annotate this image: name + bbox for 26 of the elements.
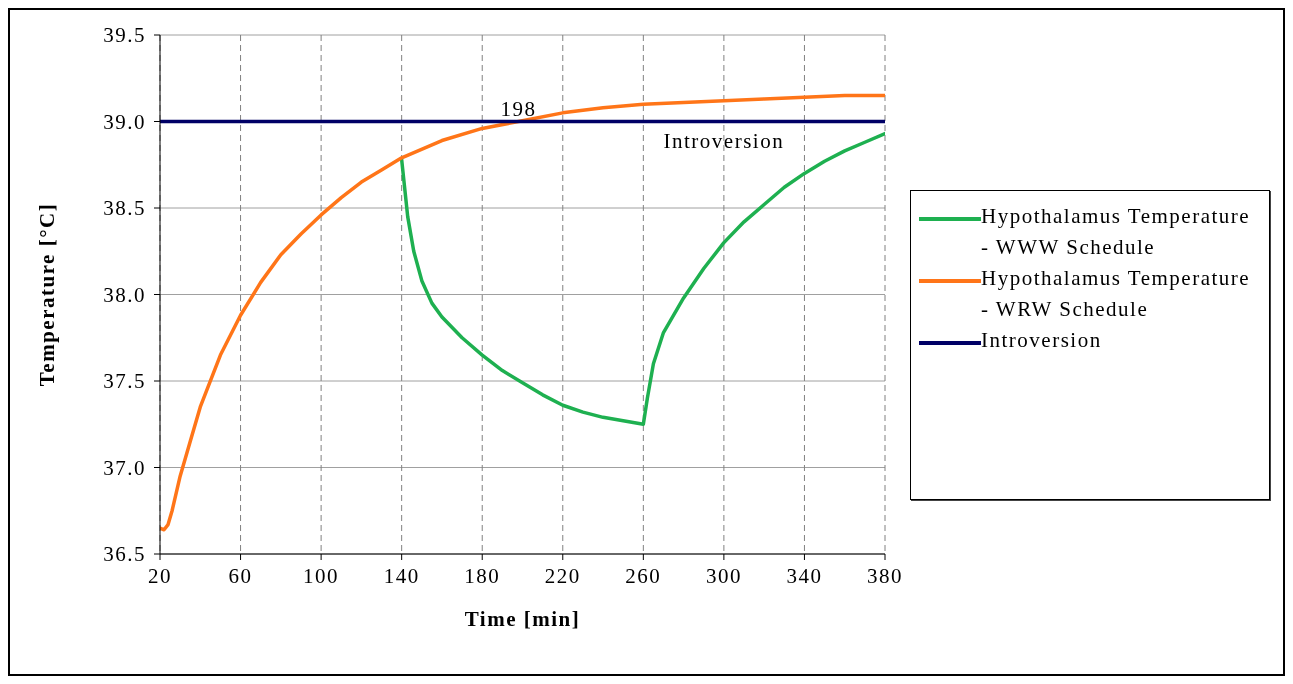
x-tick-label: 380	[867, 563, 903, 588]
y-tick-label: 37.0	[103, 455, 146, 480]
y-tick-label: 38.5	[103, 196, 146, 221]
x-tick-label: 220	[544, 563, 581, 588]
x-axis-title: Time [min]	[464, 607, 581, 631]
legend-label: Hypothalamus Temperature - WRW Schedule	[981, 265, 1251, 323]
x-tick-label: 340	[786, 563, 823, 588]
legend-label: Introversion	[981, 327, 1103, 354]
x-tick-label: 300	[705, 563, 742, 588]
legend-label: Hypothalamus Temperature - WWW Schedule	[981, 203, 1251, 261]
x-tick-label: 60	[228, 563, 253, 588]
y-tick-label: 38.0	[103, 282, 146, 307]
y-tick-label: 39.5	[103, 23, 146, 48]
x-tick-label: 260	[625, 563, 662, 588]
y-tick-label: 36.5	[103, 542, 146, 567]
x-tick-label: 100	[303, 563, 340, 588]
annotation: Introversion	[663, 129, 785, 154]
annotation: 198	[500, 96, 537, 121]
y-axis-title: Temperature [°C]	[35, 202, 60, 387]
x-tick-label: 180	[464, 563, 501, 588]
x-tick-label: 140	[383, 563, 420, 588]
y-tick-label: 37.5	[103, 369, 146, 394]
x-tick-label: 20	[148, 563, 172, 588]
line-series	[399, 131, 885, 426]
line-series	[160, 93, 885, 532]
y-tick-label: 39.0	[103, 109, 146, 134]
